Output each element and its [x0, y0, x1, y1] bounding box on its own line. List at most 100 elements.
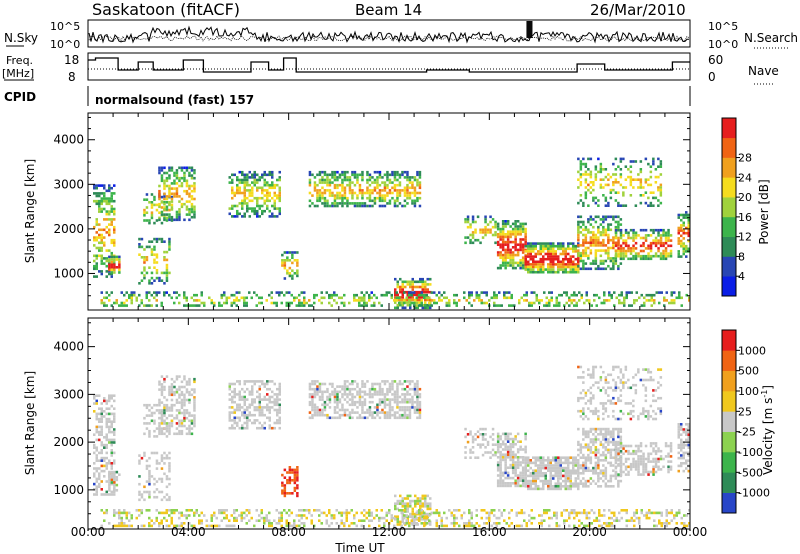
range-gate-cell: [351, 400, 354, 404]
range-gate-cell: [103, 397, 106, 400]
range-gate-cell: [624, 249, 628, 253]
range-gate-cell: [411, 507, 414, 511]
range-gate-cell: [165, 179, 169, 183]
range-gate-cell: [180, 205, 184, 209]
range-gate-cell: [562, 250, 565, 253]
range-gate-cell: [361, 176, 364, 179]
range-gate-cell: [158, 424, 161, 428]
range-gate-cell: [559, 242, 562, 245]
range-gate-cell: [293, 296, 296, 300]
range-gate-cell: [599, 183, 603, 187]
range-gate-cell: [326, 390, 329, 394]
range-gate-cell: [614, 191, 618, 194]
range-gate-cell: [175, 416, 179, 420]
range-gate-cell: [649, 183, 653, 187]
range-gate-cell: [649, 254, 653, 258]
range-gate-cell: [95, 456, 98, 460]
range-gate-cell: [398, 416, 402, 420]
range-gate-cell: [346, 385, 349, 388]
range-gate-cell: [386, 176, 389, 179]
range-gate-cell: [594, 165, 598, 168]
range-gate-cell: [308, 181, 312, 184]
range-gate-cell: [584, 178, 588, 181]
range-gate-cell: [413, 291, 416, 294]
range-gate-cell: [268, 411, 271, 414]
range-gate-cell: [506, 453, 510, 456]
range-gate-cell: [143, 258, 146, 262]
range-gate-cell: [527, 459, 530, 462]
range-gate-cell: [386, 387, 389, 391]
range-gate-cell: [160, 271, 164, 275]
range-gate-cell: [542, 260, 545, 264]
range-gate-cell: [175, 291, 178, 294]
range-gate-cell: [639, 442, 643, 445]
range-gate-cell: [98, 412, 101, 416]
range-gate-cell: [557, 244, 560, 248]
range-gate-cell: [612, 181, 615, 184]
range-gate-cell: [662, 257, 665, 261]
range-gate-cell: [612, 469, 615, 472]
range-gate-cell: [113, 483, 116, 487]
range-gate-cell: [98, 485, 101, 488]
range-gate-cell: [554, 257, 557, 261]
range-gate-cell: [511, 463, 515, 467]
range-gate-cell: [153, 279, 156, 282]
range-gate-cell: [358, 403, 362, 407]
range-gate-cell: [562, 268, 565, 271]
range-gate-cell: [393, 400, 397, 404]
range-gate-cell: [654, 460, 658, 463]
range-gate-cell: [534, 487, 537, 491]
range-gate-cell: [401, 393, 404, 396]
range-gate-cell: [293, 272, 297, 275]
range-gate-cell: [569, 265, 572, 269]
range-gate-cell: [340, 301, 343, 305]
range-gate-cell: [396, 303, 399, 307]
range-gate-cell: [594, 201, 598, 205]
range-gate-cell: [388, 398, 392, 401]
range-gate-cell: [627, 457, 630, 461]
range-gate-cell: [371, 176, 374, 179]
range-gate-cell: [537, 268, 540, 271]
range-gate-cell: [386, 390, 389, 394]
range-gate-cell: [353, 380, 357, 383]
range-gate-cell: [243, 390, 246, 394]
range-gate-cell: [253, 209, 256, 213]
range-gate-cell: [110, 251, 113, 255]
range-gate-cell: [118, 266, 121, 269]
range-gate-cell: [632, 257, 635, 261]
range-gate-cell: [607, 246, 610, 250]
range-gate-cell: [168, 429, 171, 433]
range-gate-cell: [416, 199, 419, 203]
range-gate-cell: [333, 416, 337, 420]
range-gate-cell: [592, 427, 595, 431]
range-gate-cell: [390, 296, 393, 300]
range-gate-cell: [597, 456, 600, 459]
range-gate-cell: [614, 236, 618, 240]
range-gate-cell: [236, 421, 239, 425]
range-gate-cell: [178, 179, 181, 183]
range-gate-cell: [562, 242, 565, 245]
range-gate-cell: [328, 178, 332, 182]
range-gate-cell: [680, 229, 683, 232]
range-gate-cell: [471, 236, 475, 239]
range-gate-cell: [266, 173, 269, 177]
range-gate-cell: [408, 186, 412, 190]
range-gate-cell: [612, 438, 615, 441]
range-gate-cell: [550, 291, 553, 294]
range-gate-cell: [534, 242, 537, 245]
range-gate-cell: [110, 210, 113, 213]
range-gate-cell: [318, 181, 322, 184]
range-gate-cell: [190, 169, 194, 172]
range-gate-cell: [113, 399, 116, 403]
range-gate-cell: [178, 215, 181, 219]
range-gate-cell: [568, 296, 571, 300]
range-gate-cell: [514, 225, 517, 228]
range-gate-cell: [258, 385, 261, 388]
range-gate-cell: [393, 183, 397, 187]
range-gate-cell: [664, 254, 668, 258]
range-gate-cell: [170, 403, 174, 407]
range-gate-cell: [579, 183, 583, 187]
range-gate-cell: [534, 244, 537, 248]
range-gate-cell: [113, 490, 116, 494]
range-gate-cell: [637, 470, 640, 474]
